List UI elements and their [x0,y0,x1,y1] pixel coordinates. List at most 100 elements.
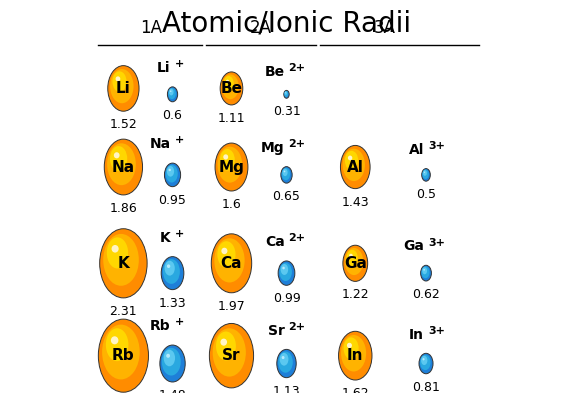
Ellipse shape [348,156,352,160]
Text: 3A: 3A [374,19,396,37]
Ellipse shape [340,145,370,189]
Ellipse shape [347,250,358,266]
Ellipse shape [110,146,127,171]
Text: 2+: 2+ [288,322,305,332]
Text: +: + [175,229,184,239]
Ellipse shape [339,331,372,380]
Ellipse shape [281,167,292,183]
Ellipse shape [108,66,139,111]
Ellipse shape [344,337,359,359]
Text: Sr: Sr [268,323,285,338]
Ellipse shape [107,143,136,185]
Ellipse shape [103,234,139,286]
Ellipse shape [168,88,176,99]
Ellipse shape [341,335,366,371]
Text: 1.48: 1.48 [159,389,186,393]
Ellipse shape [420,355,430,370]
Text: +: + [175,136,184,145]
Ellipse shape [282,356,285,359]
Ellipse shape [211,234,252,293]
Ellipse shape [167,166,174,176]
Ellipse shape [160,345,185,382]
Text: 2+: 2+ [288,233,305,243]
Ellipse shape [220,149,235,171]
Ellipse shape [221,248,227,254]
Text: 3+: 3+ [428,238,445,248]
Ellipse shape [163,259,180,284]
Ellipse shape [345,248,363,275]
Ellipse shape [421,266,430,278]
Text: +: + [175,318,184,327]
Text: 0.5: 0.5 [416,188,436,201]
Ellipse shape [166,354,170,358]
Ellipse shape [112,71,127,92]
Text: 3+: 3+ [428,326,445,336]
Ellipse shape [102,325,140,379]
Ellipse shape [214,238,245,283]
Ellipse shape [422,358,425,360]
Ellipse shape [106,328,128,361]
Text: Ca: Ca [221,256,242,271]
Ellipse shape [343,245,368,281]
Text: Li: Li [116,81,131,96]
Ellipse shape [349,254,353,258]
Text: 2A: 2A [250,19,272,37]
Text: Al: Al [347,160,364,174]
Text: 1.22: 1.22 [342,288,369,301]
Ellipse shape [345,151,358,170]
Text: 0.31: 0.31 [273,105,300,118]
Ellipse shape [100,229,147,298]
Text: 2.31: 2.31 [109,305,137,318]
Ellipse shape [112,245,119,253]
Ellipse shape [161,257,184,290]
Ellipse shape [164,350,175,366]
Ellipse shape [107,237,128,268]
Text: Ga: Ga [403,239,424,253]
Text: In: In [409,327,424,342]
Text: 1.43: 1.43 [342,196,369,209]
Text: 1.86: 1.86 [109,202,138,215]
Ellipse shape [213,328,246,376]
Ellipse shape [422,267,427,274]
Ellipse shape [282,169,288,176]
Text: Al: Al [409,143,424,157]
Text: 0.99: 0.99 [273,292,300,305]
Ellipse shape [111,336,119,344]
Text: Na: Na [150,137,171,151]
Ellipse shape [162,348,180,376]
Ellipse shape [284,90,289,98]
Ellipse shape [282,267,285,269]
Ellipse shape [218,147,242,183]
Ellipse shape [170,90,171,92]
Text: In: In [347,348,363,363]
Text: K: K [117,256,129,271]
Text: 0.6: 0.6 [163,109,182,122]
Ellipse shape [284,91,288,97]
Ellipse shape [281,264,288,275]
Text: 1.97: 1.97 [218,300,245,313]
Ellipse shape [422,169,430,181]
Text: 1.6: 1.6 [222,198,241,211]
Ellipse shape [423,269,425,271]
Ellipse shape [424,172,425,173]
Ellipse shape [423,170,427,176]
Ellipse shape [164,163,180,187]
Ellipse shape [422,169,429,179]
Ellipse shape [166,165,178,182]
Text: 1.62: 1.62 [342,387,369,393]
Text: 0.62: 0.62 [412,288,440,301]
Ellipse shape [217,241,236,268]
Ellipse shape [421,356,427,365]
Text: Rb: Rb [112,348,135,363]
Ellipse shape [278,351,293,373]
Ellipse shape [347,343,352,348]
Ellipse shape [280,263,292,281]
Ellipse shape [216,332,236,360]
Text: 2+: 2+ [288,139,305,149]
Text: 0.81: 0.81 [412,381,440,393]
Ellipse shape [167,87,178,102]
Text: 1.13: 1.13 [273,385,300,393]
Ellipse shape [209,323,254,388]
Text: 1.11: 1.11 [218,112,245,125]
Ellipse shape [419,353,433,374]
